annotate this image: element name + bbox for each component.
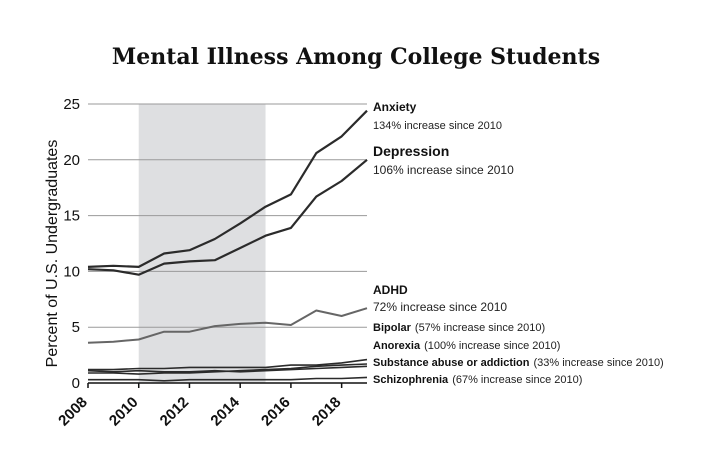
chart-title: Mental Illness Among College Students [112,44,600,70]
y-tick-label: 0 [72,375,80,392]
series-name-label: Anxiety [373,100,417,114]
plot-area: 0 5 10 15 20 25 2008 2010 2012 2014 2016 2018 [55,96,368,430]
y-tick-label: 25 [63,96,80,113]
x-tick-label: 2018 [309,394,345,430]
series-name-label: Depression [373,143,449,159]
series-label-line: Substance abuse or addiction (33% increas… [373,357,664,369]
series-name-label: ADHD [373,283,408,297]
y-tick-label: 10 [63,263,80,280]
x-tick-label: 2014 [207,393,243,429]
series-line-adhd [87,307,368,344]
x-tick-label: 2008 [55,394,91,430]
series-line-schizophrenia [88,376,368,382]
series-annotation: (100% increase since 2010) [424,340,560,352]
series-annotation: 106% increase since 2010 [373,163,514,177]
series-name-label: Substance abuse or addiction [373,357,530,369]
series-line-substance-abuse-or-addiction [87,365,368,373]
series-name-label: Anorexia [373,340,421,352]
series-line-bipolar [88,358,368,371]
series-label-line: Schizophrenia (67% increase since 2010) [373,374,582,386]
y-tick-label: 20 [63,152,80,169]
x-tick-label: 2010 [106,394,142,430]
series-annotation: (33% increase since 2010) [533,357,663,369]
x-tick-label: 2016 [258,394,294,430]
y-axis-label: Percent of U.S. Undergraduates [44,140,61,368]
series-name-label: Schizophrenia [373,374,449,386]
series-line-anxiety [87,109,368,268]
series-annotation: (67% increase since 2010) [452,374,582,386]
series-label-line: Anorexia (100% increase since 2010) [373,340,560,352]
series-annotation: 72% increase since 2010 [373,300,507,314]
y-tick-label: 5 [72,319,80,336]
series-line-depression [87,158,368,276]
x-tick-label: 2012 [157,394,193,430]
y-tick-label: 15 [63,208,80,225]
series-label-line: Bipolar (57% increase since 2010) [373,322,545,334]
series-annotation: (57% increase since 2010) [415,322,545,334]
series-annotation: 134% increase since 2010 [373,120,502,132]
series-name-label: Bipolar [373,322,412,334]
series-annotations: Anxiety 134% increase since 2010 Depressio… [373,100,664,386]
